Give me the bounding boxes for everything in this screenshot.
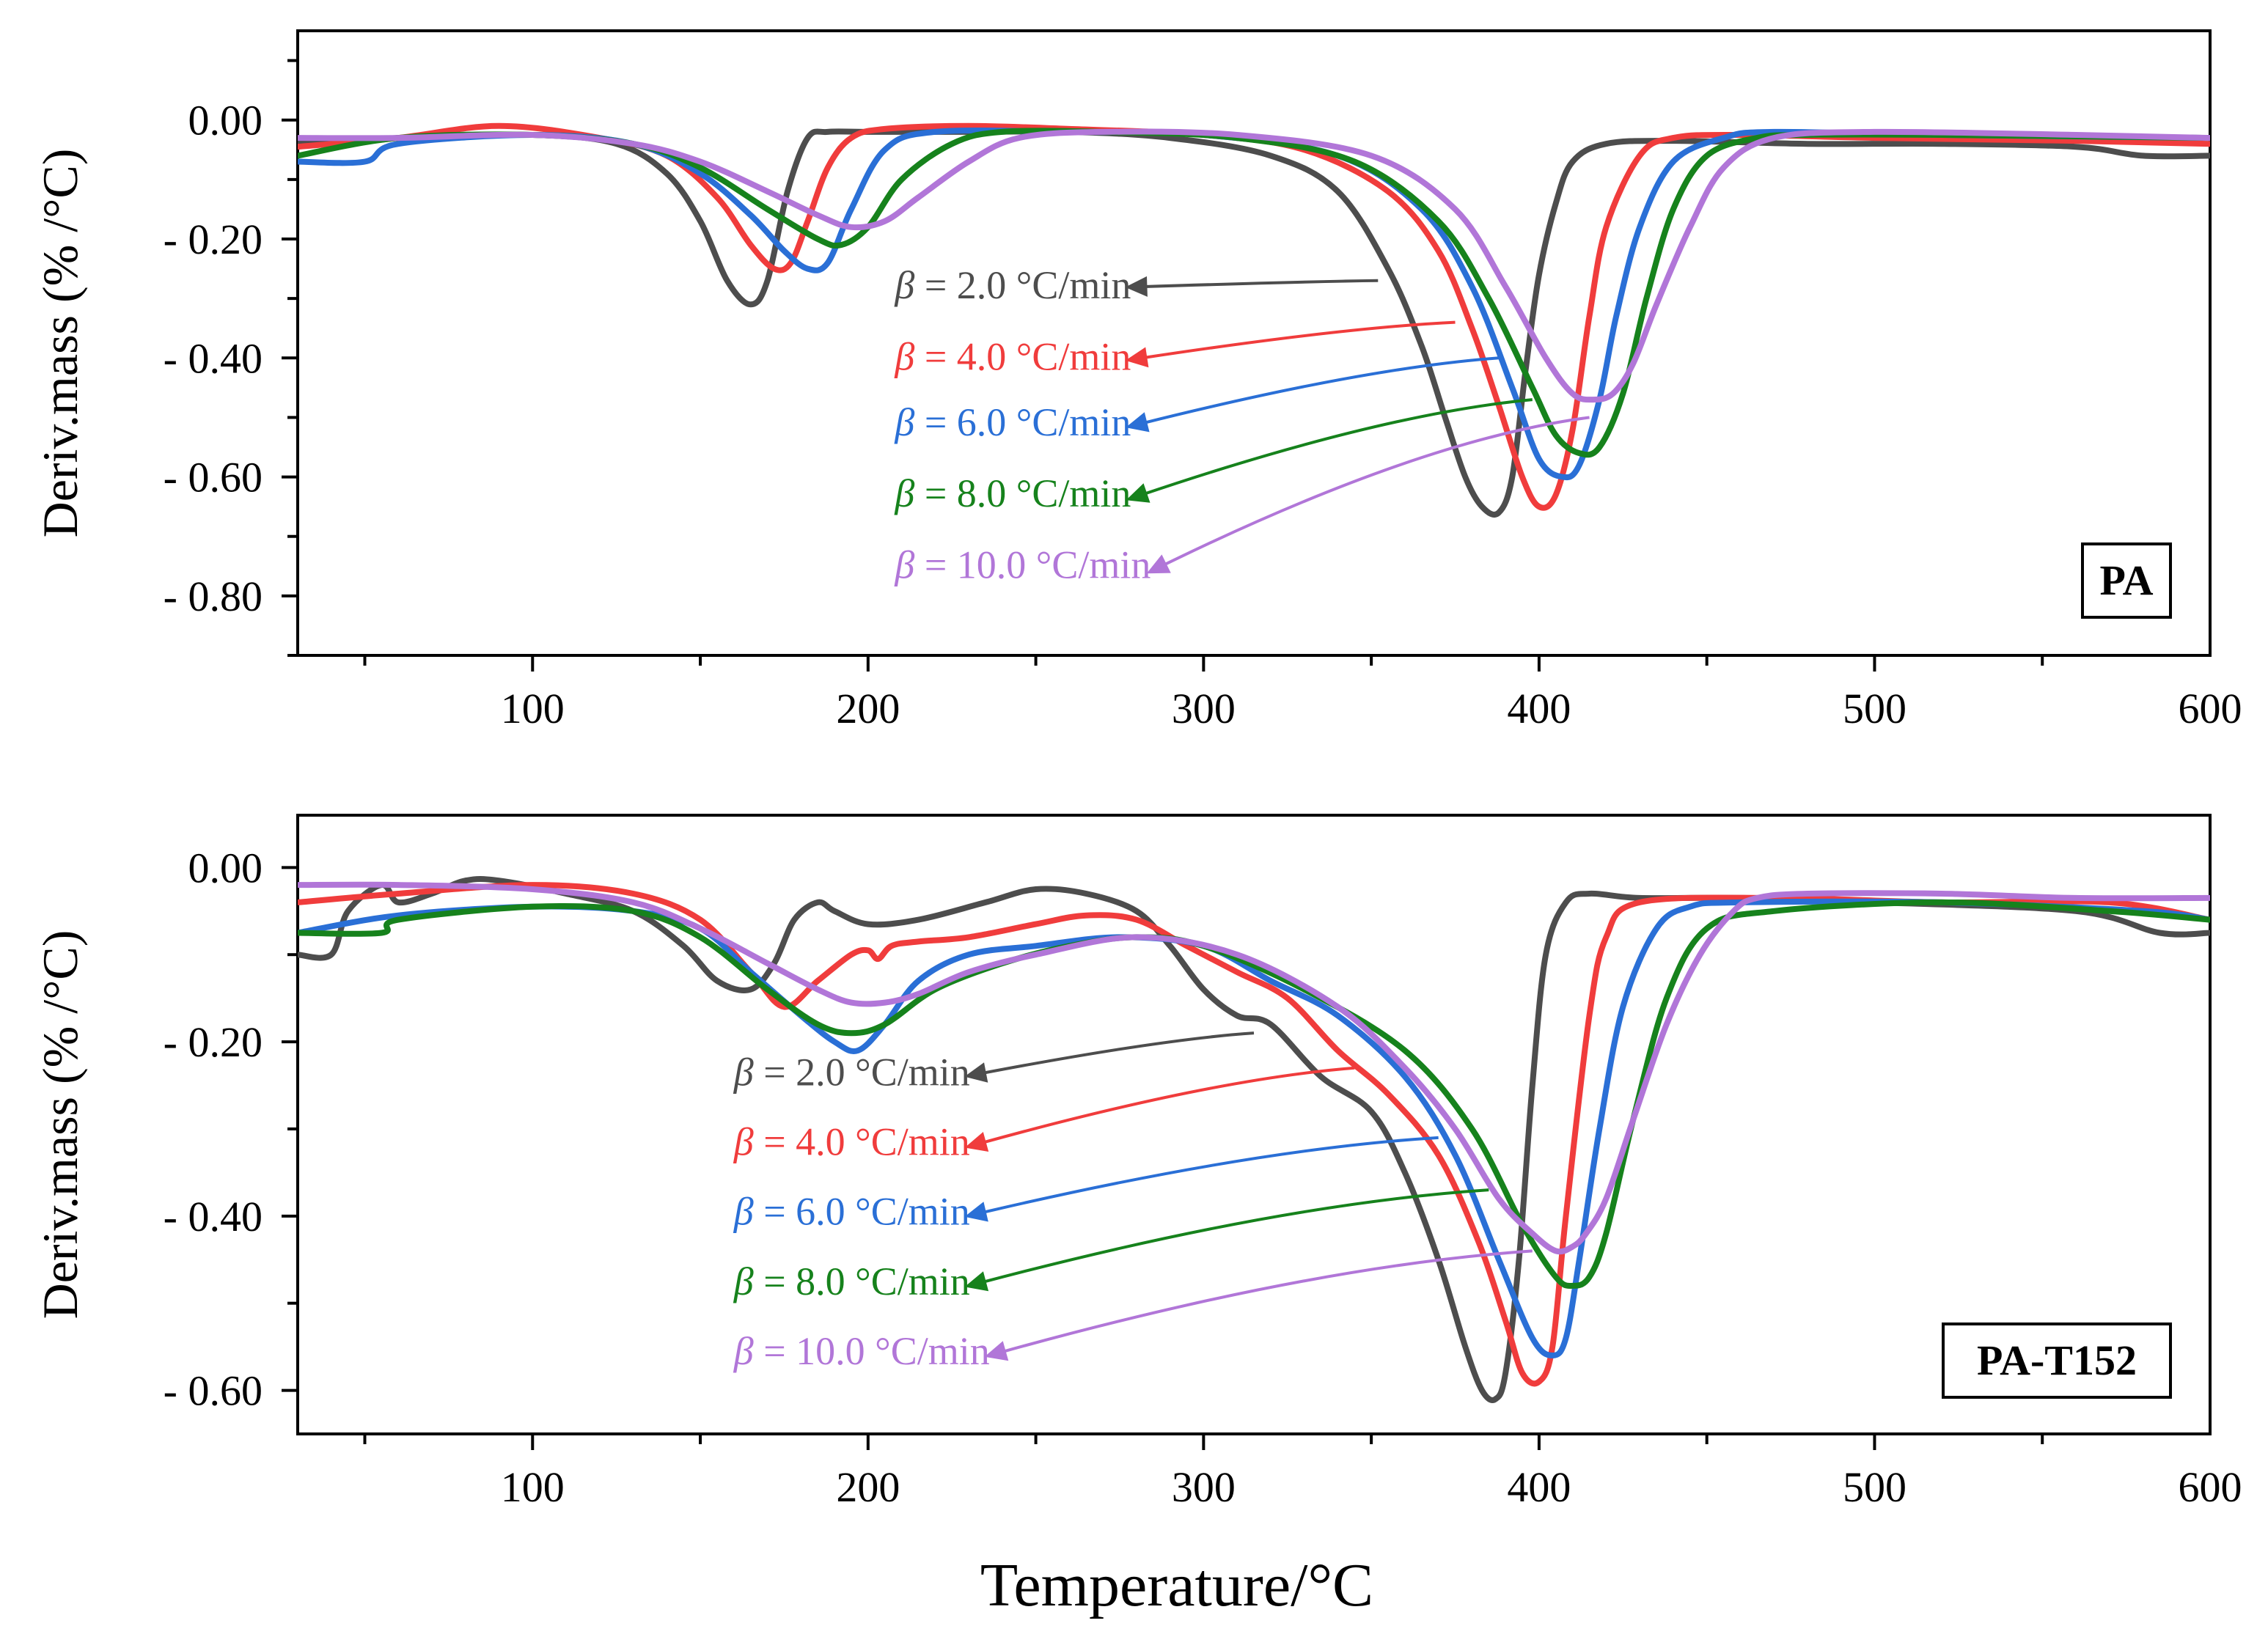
- annotation-arrow-head: [964, 1062, 988, 1083]
- x-axis-title: Temperature/°C: [980, 1551, 1373, 1619]
- rate-text: = 10.0 °C/min: [914, 543, 1150, 587]
- annotation-arrow-line: [1140, 398, 1533, 497]
- pa-t152-panel: 100 200 300 400 500 600 0.00 - 0.20 - 0.40 - 0.60…: [32, 814, 2242, 1511]
- series-label: β = 4.0 °C/min: [894, 335, 1131, 379]
- annotation-arrow-head: [984, 1341, 1009, 1361]
- annotation-arrow-line: [1160, 416, 1590, 568]
- axis-ticks: 100 200 300 400 500 600 0.00 - 0.20 - 0.40 - 0.60: [164, 844, 2242, 1511]
- annotation-arrow-line: [1141, 320, 1456, 360]
- panel-label: PA-T152: [1977, 1336, 2137, 1384]
- annotation-arrow-head: [1125, 347, 1149, 368]
- x-tick-label: 400: [1507, 1463, 1571, 1511]
- annotation-arrow-head: [1126, 412, 1150, 433]
- series-label: β = 2.0 °C/min: [894, 263, 1131, 307]
- annotation-arrow-head: [964, 1271, 989, 1292]
- annotation-arrow-line: [999, 1249, 1533, 1354]
- series-label: β = 10.0 °C/min: [733, 1329, 990, 1373]
- y-tick-label: - 0.40: [164, 1193, 263, 1240]
- annotation-arrow-line: [980, 1066, 1355, 1145]
- beta-symbol: β: [894, 471, 914, 515]
- series-line: [298, 898, 2210, 1358]
- y-tick-label: 0.00: [188, 97, 263, 144]
- annotation-arrow-line: [980, 1136, 1439, 1215]
- x-tick-label: 200: [836, 1463, 900, 1511]
- rate-text: = 10.0 °C/min: [754, 1329, 990, 1373]
- plot-frame: [296, 29, 2212, 657]
- plot-frame: [296, 814, 2212, 1435]
- series-line: [298, 128, 2210, 403]
- beta-symbol: β: [894, 400, 914, 444]
- annotation-arrow-head: [964, 1202, 988, 1222]
- y-axis-title: Deriv.mass (% /°C): [32, 149, 88, 538]
- series-label: β = 8.0 °C/min: [733, 1259, 970, 1303]
- beta-symbol: β: [894, 543, 914, 587]
- x-tick-label: 300: [1172, 685, 1236, 732]
- beta-symbol: β: [733, 1120, 754, 1164]
- pa-panel: 100 200 300 400 500 600 0.00 - 0.20 - 0.40 - 0.60…: [32, 29, 2242, 732]
- beta-symbol: β: [733, 1051, 754, 1095]
- beta-symbol: β: [894, 263, 914, 307]
- series-label: β = 6.0 °C/min: [733, 1190, 970, 1234]
- rate-text: = 4.0 °C/min: [914, 335, 1131, 379]
- y-tick-label: 0.00: [188, 844, 263, 891]
- x-tick-label: 200: [836, 685, 900, 732]
- series-line: [298, 122, 2210, 511]
- y-tick-label: - 0.40: [164, 334, 263, 382]
- rate-text: = 6.0 °C/min: [754, 1190, 970, 1234]
- rate-text: = 2.0 °C/min: [914, 263, 1131, 307]
- x-tick-label: 300: [1172, 1463, 1236, 1511]
- x-tick-label: 100: [501, 685, 565, 732]
- series-line: [298, 875, 2210, 1403]
- series-line: [298, 128, 2210, 518]
- annotation-arrow-line: [1140, 356, 1500, 425]
- series-label: β = 2.0 °C/min: [733, 1051, 970, 1095]
- annotation-arrow-head: [1126, 483, 1150, 503]
- annotation-arrow-head: [1125, 276, 1148, 297]
- x-tick-label: 600: [2179, 1463, 2242, 1511]
- beta-symbol: β: [733, 1329, 754, 1373]
- x-tick-label: 100: [501, 1463, 565, 1511]
- rate-text: = 6.0 °C/min: [914, 400, 1131, 444]
- annotation-arrow-line: [980, 1031, 1255, 1075]
- series-line: [298, 128, 2210, 458]
- axis-ticks: 100 200 300 400 500 600 0.00 - 0.20 - 0.40 - 0.60…: [164, 59, 2242, 732]
- y-axis-title: Deriv.mass (% /°C): [32, 930, 88, 1320]
- x-tick-label: 400: [1507, 685, 1571, 732]
- series-label: β = 8.0 °C/min: [894, 471, 1131, 515]
- y-tick-label: - 0.20: [164, 1018, 263, 1066]
- series-layer: [298, 875, 2210, 1403]
- rate-text: = 4.0 °C/min: [754, 1120, 970, 1164]
- beta-symbol: β: [894, 335, 914, 379]
- y-tick-label: - 0.20: [164, 216, 263, 263]
- x-tick-label: 500: [1843, 1463, 1906, 1511]
- annotation-arrow-head: [964, 1132, 989, 1152]
- y-tick-label: - 0.60: [164, 454, 263, 501]
- series-line: [298, 127, 2210, 481]
- series-line: [298, 881, 2210, 1255]
- panel-label-box: [2081, 542, 2172, 619]
- rate-text: = 8.0 °C/min: [914, 471, 1131, 515]
- y-tick-label: - 0.80: [164, 573, 263, 620]
- series-label: β = 10.0 °C/min: [894, 543, 1150, 587]
- series-label: β = 6.0 °C/min: [894, 400, 1131, 444]
- beta-symbol: β: [733, 1259, 754, 1303]
- y-tick-label: - 0.60: [164, 1367, 263, 1415]
- annotation-arrow-head: [1146, 554, 1171, 574]
- panel-label: PA: [2099, 556, 2153, 604]
- beta-symbol: β: [733, 1190, 754, 1234]
- series-label: β = 4.0 °C/min: [733, 1120, 970, 1164]
- series-layer: [298, 122, 2210, 518]
- rate-text: = 2.0 °C/min: [754, 1051, 970, 1095]
- x-tick-label: 600: [2179, 685, 2242, 732]
- rate-text: = 8.0 °C/min: [754, 1259, 970, 1303]
- panel-label-box: [1942, 1323, 2172, 1399]
- x-tick-label: 500: [1843, 685, 1906, 732]
- annotation-arrow-line: [980, 1188, 1489, 1284]
- annotation-arrow-line: [1141, 279, 1379, 289]
